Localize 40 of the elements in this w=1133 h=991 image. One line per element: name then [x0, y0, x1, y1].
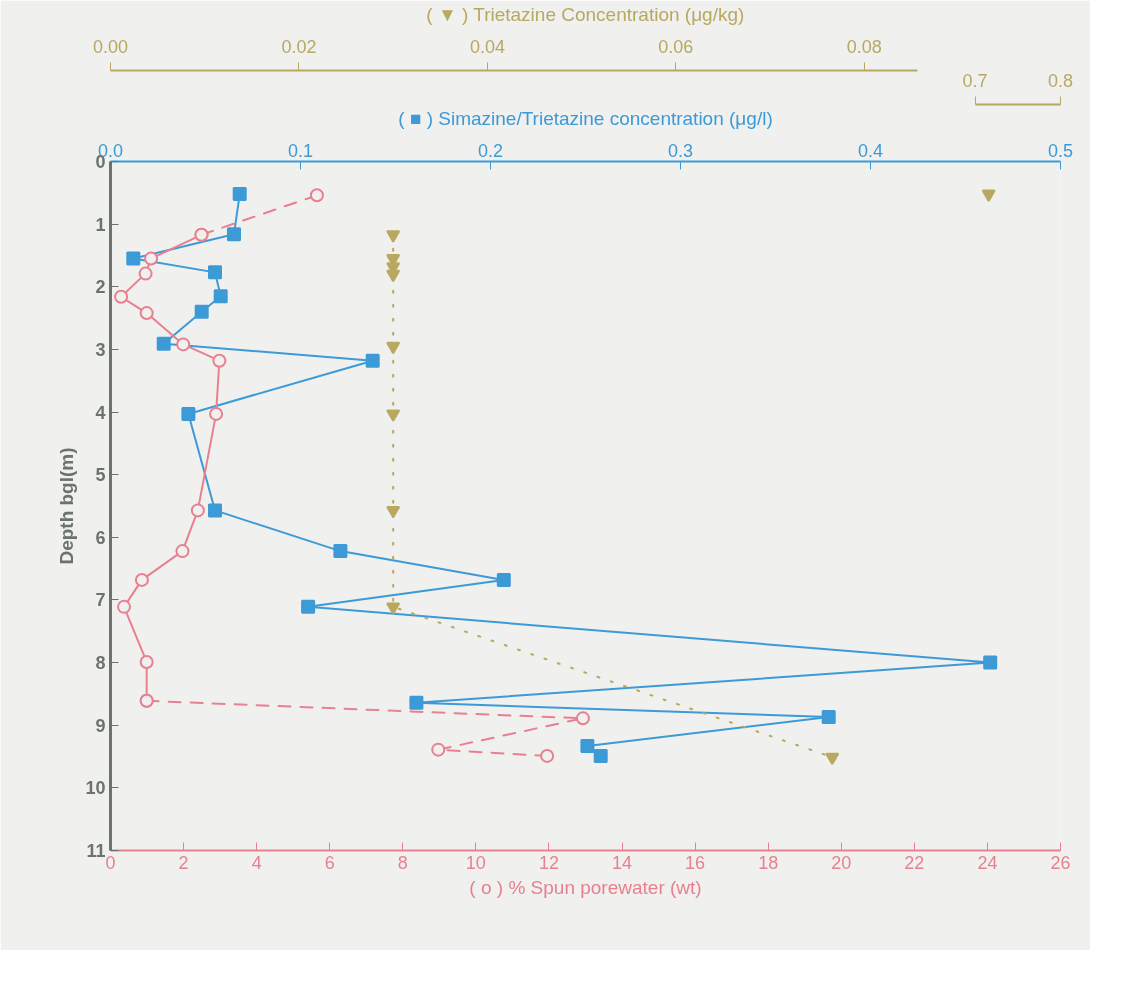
y-tick-label: 11	[86, 841, 106, 861]
y-tick-label: 7	[95, 590, 106, 611]
x-tick-label: 14	[612, 852, 633, 873]
x-tick-label: 16	[685, 852, 706, 873]
x2-tick-label: 0.3	[667, 140, 694, 161]
y-tick-label: 6	[95, 527, 106, 548]
x-tick-label: 20	[831, 852, 852, 873]
x-tick-label: 2	[178, 852, 189, 873]
x2-tick-label: 0.1	[287, 140, 314, 161]
x2-axis-title: ( ■ ) Simazine/Trietazine concentration (μg/l)	[398, 107, 773, 129]
y-tick-label: 3	[95, 339, 106, 360]
x-tick-label: 0.04	[469, 36, 505, 57]
x-tick-label: 0.8	[1047, 70, 1074, 91]
x-tick-label: 0.02	[281, 36, 317, 57]
x-axis-title: ( ▼ ) Trietazine Concentration (μg/kg)	[426, 3, 745, 25]
y-axis-title: Depth bgl(m)	[56, 447, 78, 565]
y-tick-label: 9	[95, 715, 106, 736]
y-tick-label: 8	[95, 653, 106, 674]
y-tick-label: 10	[85, 778, 106, 799]
x-tick-label: 18	[758, 852, 779, 873]
x-tick-label: 4	[251, 852, 262, 873]
x2-tick-label: 0.4	[857, 140, 884, 161]
x-tick-label: 12	[538, 852, 559, 873]
y-tick-label: 2	[95, 277, 106, 298]
x-tick-label: 22	[904, 852, 925, 873]
x-tick-label: 26	[1050, 852, 1071, 873]
x-tick-label: 8	[397, 852, 408, 873]
x-tick-label: 0.7	[962, 70, 988, 91]
x-tick-label: 10	[465, 852, 486, 873]
x2-tick-label: 0.2	[477, 140, 504, 161]
x-tick-label: 0.08	[846, 36, 882, 57]
x-tick-label: 0.00	[92, 36, 129, 57]
x-tick-label: 0.06	[658, 36, 694, 57]
x-axis-title: ( o ) % Spun porewater (wt)	[469, 876, 702, 898]
x-tick-label: 6	[324, 852, 335, 873]
x-tick-label: 24	[977, 852, 998, 873]
y-tick-label: 5	[95, 465, 106, 486]
y-tick-label: 1	[95, 214, 106, 235]
y-tick-label: 4	[95, 402, 106, 423]
x2-tick-label: 0.5	[1047, 140, 1074, 161]
